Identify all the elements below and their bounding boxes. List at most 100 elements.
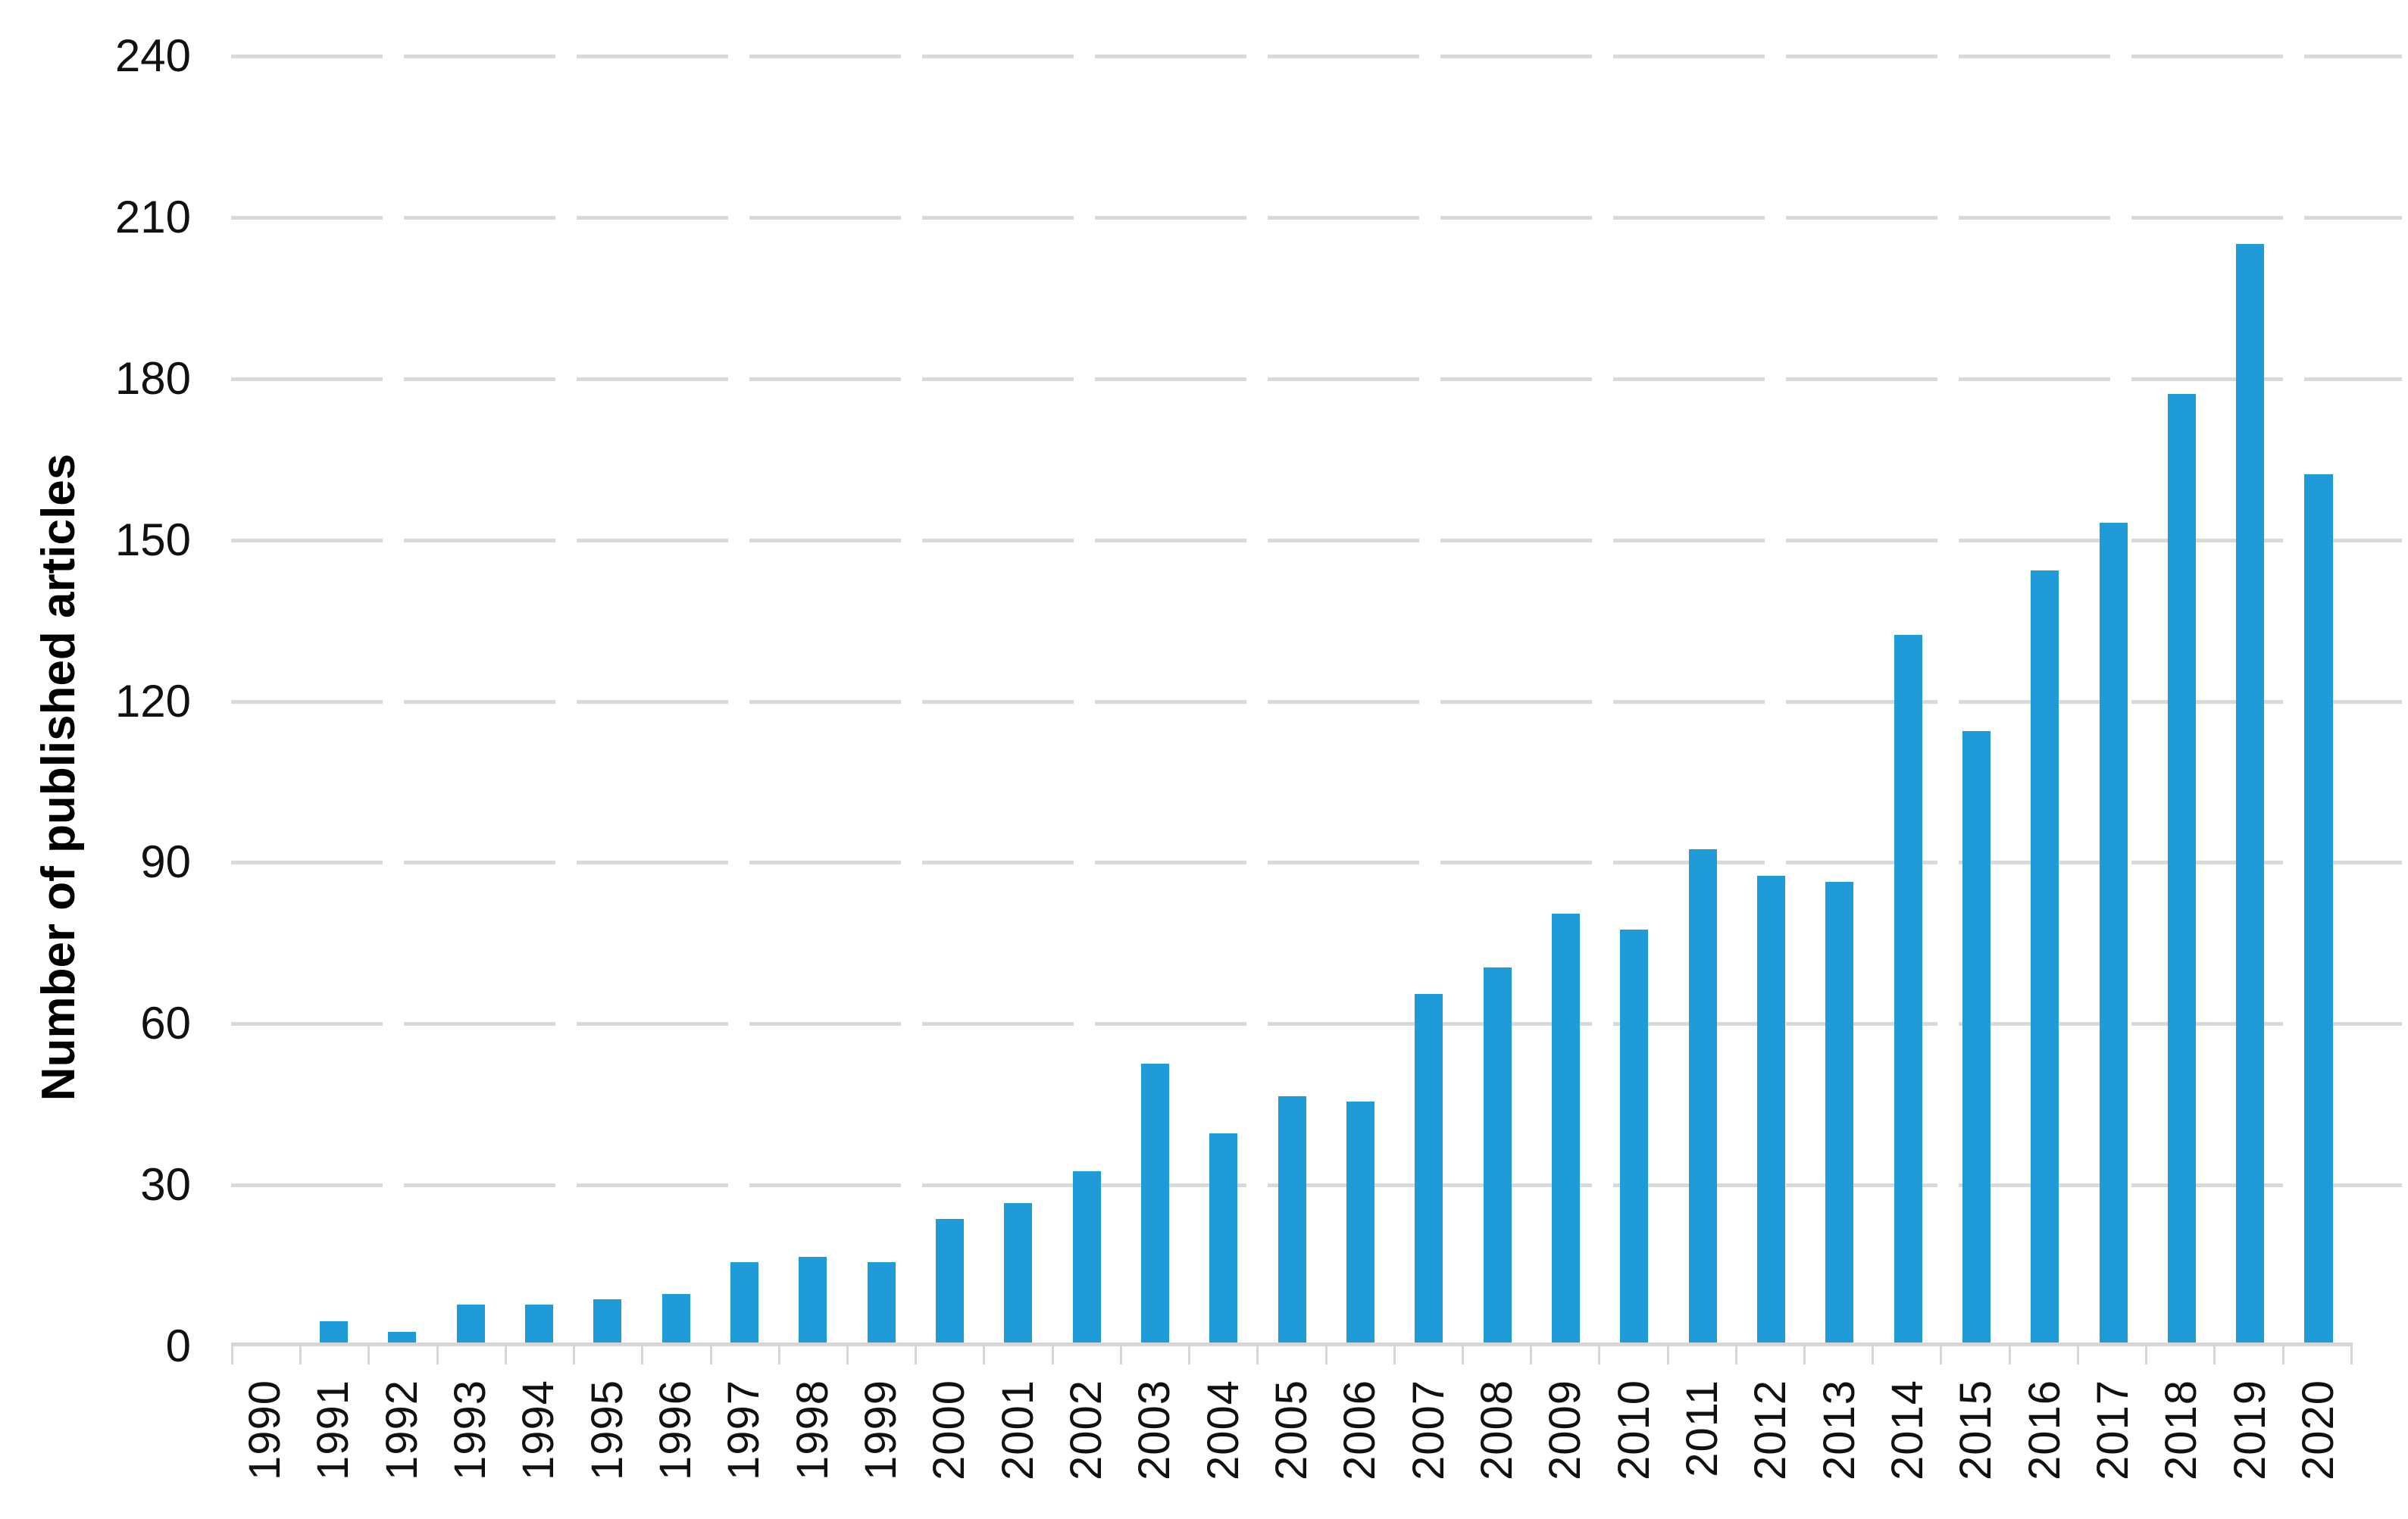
- bar-column-1996: [642, 56, 710, 1342]
- bar-column-2003: [1121, 56, 1189, 1342]
- x-tick-label-2005: 2005: [1267, 1380, 1317, 1481]
- x-tick-label-1992: 1992: [377, 1380, 427, 1481]
- x-axis-tick-labels: 1990 1991 1992 1993 1994 1995 1996 1997 1998 1999…: [231, 1380, 2353, 1505]
- tick-1992: [367, 1346, 436, 1364]
- x-tick-label-2001: 2001: [993, 1380, 1043, 1481]
- bar-column-2011: [1668, 56, 1737, 1342]
- bar-2014: [1894, 635, 1922, 1342]
- tick-2001: [983, 1346, 1051, 1364]
- bar-column-1990: [231, 56, 299, 1342]
- bar-2005: [1277, 1095, 1306, 1342]
- x-tick-label-2009: 2009: [1540, 1380, 1590, 1481]
- bar-column-2018: [2147, 56, 2216, 1342]
- x-label-cell-2012: 2012: [1737, 1380, 1805, 1505]
- tick-2007: [1393, 1346, 1462, 1364]
- y-tick-label-150: 150: [114, 514, 191, 565]
- x-label-cell-2002: 2002: [1052, 1380, 1121, 1505]
- y-tick-label-90: 90: [140, 836, 191, 888]
- gridline-120: [231, 699, 2402, 704]
- x-tick-label-2004: 2004: [1198, 1380, 1248, 1481]
- y-tick-label-120: 120: [114, 675, 191, 727]
- x-label-cell-2009: 2009: [1531, 1380, 1600, 1505]
- x-tick-label-2011: 2011: [1678, 1380, 1728, 1477]
- y-tick-label-180: 180: [114, 352, 191, 404]
- x-label-cell-2000: 2000: [915, 1380, 984, 1505]
- gridline-210: [231, 215, 2402, 220]
- x-label-cell-2015: 2015: [1942, 1380, 2010, 1505]
- tick-1993: [436, 1346, 505, 1364]
- bar-1992: [388, 1331, 417, 1342]
- plot-area: 1990 1991 1992 1993 1994 1995 1996 1997 1998 1999…: [231, 55, 2402, 1480]
- x-label-cell-1995: 1995: [574, 1380, 642, 1505]
- tick-1991: [299, 1346, 367, 1364]
- bar-1995: [593, 1299, 622, 1342]
- bar-2013: [1825, 881, 1854, 1342]
- x-label-cell-1996: 1996: [642, 1380, 710, 1505]
- x-tick-label-1998: 1998: [787, 1380, 837, 1481]
- bar-1996: [661, 1294, 690, 1342]
- x-tick-label-1990: 1990: [240, 1380, 290, 1481]
- x-label-cell-2010: 2010: [1600, 1380, 1668, 1505]
- tick-1997: [709, 1346, 778, 1364]
- bar-column-2010: [1600, 56, 1668, 1342]
- bar-1997: [730, 1261, 758, 1342]
- bar-column-2019: [2216, 56, 2284, 1342]
- tick-2002: [1051, 1346, 1120, 1364]
- bar-2011: [1688, 849, 1717, 1342]
- bar-2002: [1072, 1171, 1101, 1342]
- bar-2012: [1756, 876, 1785, 1342]
- x-label-cell-2004: 2004: [1190, 1380, 1258, 1505]
- bar-column-2001: [984, 56, 1052, 1342]
- bar-column-2015: [1942, 56, 2010, 1342]
- bar-column-2016: [2011, 56, 2079, 1342]
- tick-2004: [1188, 1346, 1256, 1364]
- tick-2016: [2008, 1346, 2077, 1364]
- x-axis-tick-marks: [231, 1346, 2353, 1364]
- bar-2000: [935, 1219, 964, 1342]
- bar-1991: [319, 1321, 348, 1342]
- x-label-cell-2020: 2020: [2284, 1380, 2353, 1505]
- tick-2003: [1119, 1346, 1188, 1364]
- y-tick-label-240: 240: [114, 30, 191, 81]
- x-label-cell-2003: 2003: [1121, 1380, 1189, 1505]
- y-tick-label-0: 0: [165, 1321, 191, 1371]
- tick-2019: [2213, 1346, 2281, 1364]
- bar-2003: [1140, 1064, 1169, 1342]
- bar-column-2017: [2079, 56, 2147, 1342]
- bar-1993: [456, 1305, 485, 1342]
- tick-2014: [1872, 1346, 1940, 1364]
- x-tick-label-2006: 2006: [1335, 1380, 1385, 1481]
- x-tick-label-2014: 2014: [1883, 1380, 1933, 1481]
- bar-column-1999: [847, 56, 915, 1342]
- bar-2010: [1620, 930, 1649, 1342]
- x-tick-label-2010: 2010: [1609, 1380, 1659, 1481]
- x-tick-label-1993: 1993: [446, 1380, 496, 1481]
- tick-2000: [915, 1346, 983, 1364]
- x-tick-label-2020: 2020: [2294, 1380, 2343, 1481]
- x-label-cell-2006: 2006: [1326, 1380, 1394, 1505]
- x-tick-label-2019: 2019: [2225, 1380, 2275, 1481]
- tick-1995: [573, 1346, 641, 1364]
- x-tick-label-2002: 2002: [1062, 1380, 1112, 1481]
- tick-2017: [2076, 1346, 2145, 1364]
- x-label-cell-1993: 1993: [436, 1380, 505, 1505]
- x-tick-label-2018: 2018: [2156, 1380, 2206, 1481]
- x-label-cell-2014: 2014: [1874, 1380, 1942, 1505]
- x-tick-label-2016: 2016: [2019, 1380, 2069, 1481]
- x-label-cell-2017: 2017: [2079, 1380, 2147, 1505]
- bar-1994: [524, 1305, 553, 1342]
- tick-2009: [1530, 1346, 1598, 1364]
- bar-2018: [2167, 393, 2196, 1342]
- x-tick-label-2017: 2017: [2088, 1380, 2138, 1481]
- bar-column-2008: [1463, 56, 1531, 1342]
- tick-2020: [2281, 1346, 2353, 1364]
- x-tick-label-2007: 2007: [1403, 1380, 1453, 1481]
- bar-column-2005: [1258, 56, 1326, 1342]
- bar-column-2012: [1737, 56, 1805, 1342]
- tick-2010: [1598, 1346, 1666, 1364]
- bar-2006: [1346, 1101, 1374, 1342]
- x-label-cell-2016: 2016: [2011, 1380, 2079, 1505]
- bar-2015: [1962, 731, 1991, 1342]
- x-tick-label-1991: 1991: [308, 1380, 358, 1481]
